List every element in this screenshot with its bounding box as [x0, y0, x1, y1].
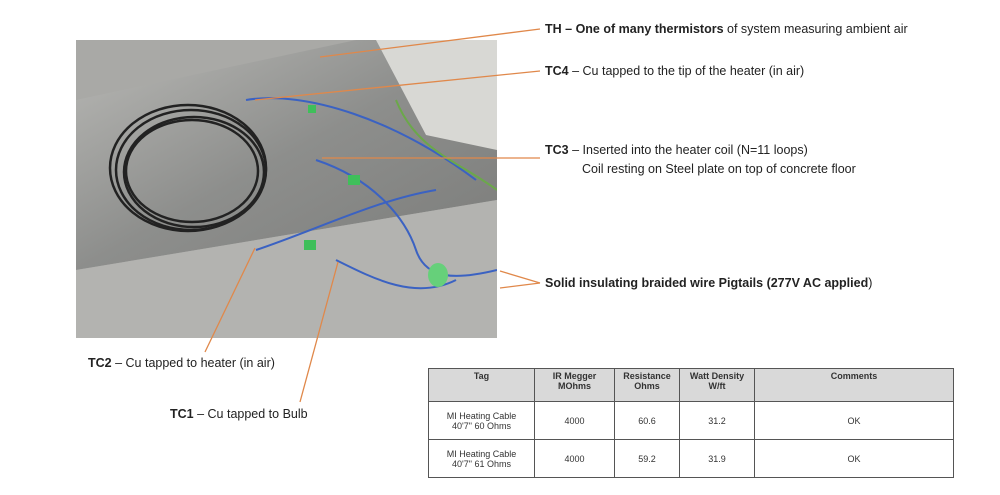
header-text: Resistance	[623, 371, 671, 381]
tag-line1: MI Heating Cable	[446, 448, 517, 459]
cell-watt: 31.2	[679, 401, 755, 440]
cell-comment: OK	[754, 401, 954, 440]
tc3-text: – Inserted into the heater coil (N=11 lo…	[568, 143, 808, 157]
header-watt-density: Watt Density W/ft	[679, 368, 755, 402]
tc4-text: – Cu tapped to the tip of the heater (in…	[568, 64, 805, 78]
header-tag: Tag	[428, 368, 535, 402]
header-resistance: Resistance Ohms	[614, 368, 680, 402]
table-row: MI Heating Cable 40'7" 60 Ohms 4000 60.6 …	[428, 401, 954, 440]
tag-line2: 40'7" 60 Ohms	[452, 420, 511, 431]
pigtails-label: Solid insulating braided wire Pigtails (…	[545, 276, 872, 290]
tc1-tag: TC1	[170, 407, 194, 421]
tc2-label: TC2 – Cu tapped to heater (in air)	[88, 356, 275, 370]
th-text: of system measuring ambient air	[723, 22, 908, 36]
cell-tag: MI Heating Cable 40'7" 61 Ohms	[428, 439, 535, 478]
tc3-tag: TC3	[545, 143, 569, 157]
header-unit: Ohms	[634, 381, 660, 391]
cell-ir: 4000	[534, 439, 615, 478]
cell-resistance: 59.2	[614, 439, 680, 478]
th-tag: TH	[545, 22, 562, 36]
th-bold-text: – One of many thermistors	[561, 22, 724, 36]
tc3-label: TC3 – Inserted into the heater coil (N=1…	[545, 143, 808, 157]
tc2-tag: TC2	[88, 356, 112, 370]
header-text: IR Megger	[552, 371, 597, 381]
tc3-line2: Coil resting on Steel plate on top of co…	[582, 162, 856, 176]
th-label: TH – One of many thermistors of system m…	[545, 22, 908, 36]
header-ir-megger: IR Megger MOhms	[534, 368, 615, 402]
pigtail-leader-line-2	[499, 282, 541, 289]
tc4-label: TC4 – Cu tapped to the tip of the heater…	[545, 64, 804, 78]
cell-ir: 4000	[534, 401, 615, 440]
tc4-tag: TC4	[545, 64, 569, 78]
tc1-text: – Cu tapped to Bulb	[193, 407, 308, 421]
pigtails-text: )	[868, 276, 873, 290]
table-row: MI Heating Cable 40'7" 61 Ohms 4000 59.2 …	[428, 439, 954, 478]
tc1-label: TC1 – Cu tapped to Bulb	[170, 407, 308, 421]
header-comments: Comments	[754, 368, 954, 402]
cell-comment: OK	[754, 439, 954, 478]
cell-tag: MI Heating Cable 40'7" 60 Ohms	[428, 401, 535, 440]
tag-line1: MI Heating Cable	[446, 410, 517, 421]
pigtails-bold-text: Solid insulating braided wire Pigtails (…	[545, 276, 869, 290]
header-text: Comments	[830, 371, 878, 381]
tag-line2: 40'7" 61 Ohms	[452, 458, 511, 469]
header-text: Tag	[473, 371, 490, 381]
header-unit: W/ft	[708, 381, 726, 391]
header-unit: MOhms	[557, 381, 591, 391]
header-text: Watt Density	[689, 371, 745, 381]
tc2-text: – Cu tapped to heater (in air)	[111, 356, 275, 370]
heater-coil-photo	[76, 40, 497, 338]
table-header-row: Tag IR Megger MOhms Resistance Ohms Watt D…	[428, 368, 954, 402]
pigtail-leader-line-1	[499, 270, 541, 284]
test-results-table: Tag IR Megger MOhms Resistance Ohms Watt D…	[428, 368, 954, 478]
cell-watt: 31.9	[679, 439, 755, 478]
cell-resistance: 60.6	[614, 401, 680, 440]
